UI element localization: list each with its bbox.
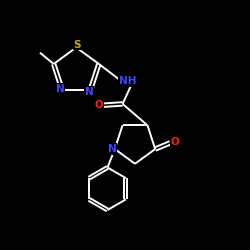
Text: S: S [74,40,81,50]
Text: O: O [94,100,103,110]
Text: N: N [56,84,65,94]
Text: O: O [171,136,179,146]
Text: N: N [84,87,93,97]
Text: NH: NH [119,76,136,86]
Text: N: N [108,144,117,154]
